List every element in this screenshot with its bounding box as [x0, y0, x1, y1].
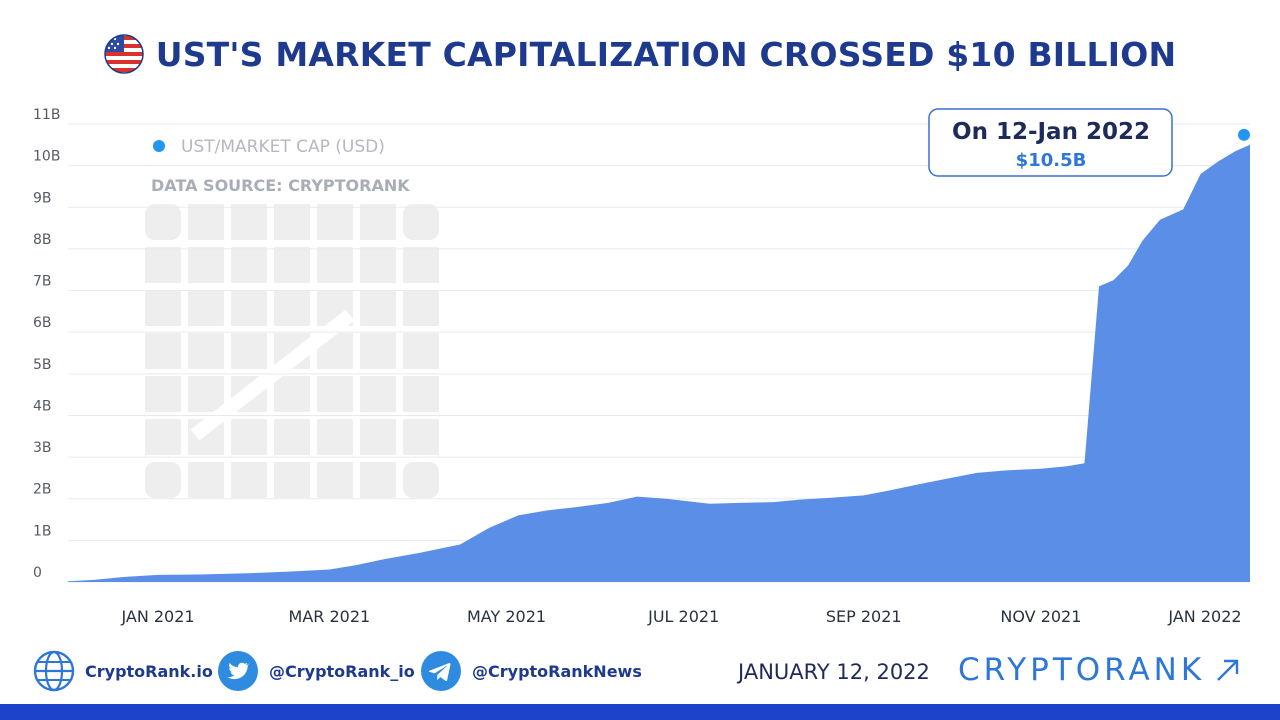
y-tick-label: 11B — [33, 107, 60, 123]
watermark-cell — [360, 462, 396, 498]
y-tick-label: 10B — [33, 149, 60, 165]
watermark-cell — [145, 376, 181, 412]
watermark-cell — [145, 247, 181, 283]
x-tick-label: JUL 2021 — [647, 607, 719, 626]
watermark-cell — [274, 376, 310, 412]
x-tick-label: SEP 2021 — [826, 607, 902, 626]
callout-title: On 12-Jan 2022 — [952, 119, 1150, 145]
watermark-cell — [317, 419, 353, 455]
watermark-cell — [360, 333, 396, 369]
watermark-cell — [145, 419, 181, 455]
watermark-cell — [403, 247, 439, 283]
telegram-icon — [421, 651, 461, 691]
y-tick-label: 4B — [33, 398, 52, 414]
publication-date: JANUARY 12, 2022 — [738, 660, 930, 684]
watermark-cell — [274, 419, 310, 455]
watermark-cell — [403, 376, 439, 412]
watermark-cell — [360, 419, 396, 455]
y-tick-label: 7B — [33, 274, 52, 290]
chart-title: UST'S MARKET CAPITALIZATION CROSSED $10 … — [155, 34, 1177, 74]
watermark-cell — [317, 204, 353, 240]
market-cap-area — [68, 144, 1250, 583]
watermark-cell — [317, 462, 353, 498]
brand-name: CRYPTORANK — [958, 652, 1206, 688]
watermark-cell — [231, 462, 267, 498]
y-axis-ticks: 0 1B 2B 3B 4B 5B 6B 7B 8B 9B 10B 11B — [33, 107, 60, 581]
watermark-cell — [231, 419, 267, 455]
watermark-cell — [360, 376, 396, 412]
x-tick-label: MAY 2021 — [467, 607, 546, 626]
x-tick-label: MAR 2021 — [289, 607, 371, 626]
x-tick-label: NOV 2021 — [1000, 607, 1081, 626]
watermark-cell — [403, 204, 439, 240]
watermark-cell — [231, 290, 267, 326]
us-flag-globe-icon — [103, 34, 144, 74]
y-tick-label: 0 — [33, 565, 42, 581]
data-source-note: DATA SOURCE: CRYPTORANK — [151, 176, 410, 195]
watermark-cell — [274, 204, 310, 240]
watermark-cell — [231, 247, 267, 283]
twitter-label: @CryptoRank_io — [269, 661, 415, 681]
watermark-cell — [274, 462, 310, 498]
watermark-cell — [403, 290, 439, 326]
telegram-link[interactable]: @CryptoRankNews — [420, 650, 642, 692]
watermark-cell — [317, 247, 353, 283]
watermark-cell — [145, 333, 181, 369]
twitter-link[interactable]: @CryptoRank_io — [217, 650, 415, 692]
website-link[interactable]: CryptoRank.io — [33, 650, 213, 692]
legend-marker — [153, 140, 165, 152]
watermark-cell — [403, 333, 439, 369]
chart-legend: UST/MARKET CAP (USD) — [153, 137, 385, 157]
y-tick-label: 1B — [33, 523, 52, 539]
watermark-cell — [360, 247, 396, 283]
watermark-cell — [274, 247, 310, 283]
x-tick-label: JAN 2022 — [1167, 607, 1241, 626]
market-cap-area-chart: 0 1B 2B 3B 4B 5B 6B 7B 8B 9B 10B 11B JAN 2021 MAR 20… — [33, 107, 1250, 626]
callout-box: On 12-Jan 2022 $10.5B — [928, 108, 1173, 177]
watermark-cell — [231, 333, 267, 369]
watermark-cell — [188, 333, 224, 369]
watermark-cell — [317, 376, 353, 412]
callout-value: $10.5B — [1016, 150, 1087, 171]
watermark-cell — [188, 204, 224, 240]
watermark-cell — [360, 290, 396, 326]
brand-logo: CRYPTORANK — [958, 652, 1241, 688]
y-tick-label: 5B — [33, 357, 52, 373]
watermark-cell — [145, 462, 181, 498]
watermark-cell — [188, 247, 224, 283]
y-tick-label: 8B — [33, 232, 52, 248]
x-tick-label: JAN 2021 — [120, 607, 194, 626]
latest-value-point[interactable] — [1238, 128, 1250, 141]
watermark-cell — [188, 462, 224, 498]
watermark-cell — [145, 204, 181, 240]
title-row: UST'S MARKET CAPITALIZATION CROSSED $10 … — [0, 30, 1280, 78]
globe-icon — [33, 650, 75, 692]
legend-label: UST/MARKET CAP (USD) — [181, 137, 385, 157]
watermark-cell — [145, 290, 181, 326]
y-tick-label: 6B — [33, 315, 52, 331]
twitter-icon — [218, 651, 258, 691]
telegram-label: @CryptoRankNews — [472, 661, 642, 681]
website-label: CryptoRank.io — [85, 661, 213, 681]
watermark-cell — [188, 290, 224, 326]
watermark-cell — [274, 290, 310, 326]
y-tick-label: 3B — [33, 440, 52, 456]
watermark-cell — [188, 376, 224, 412]
watermark-cell — [360, 204, 396, 240]
y-tick-label: 9B — [33, 190, 52, 206]
cryptorank-watermark — [145, 204, 439, 498]
watermark-cell — [231, 204, 267, 240]
y-tick-label: 2B — [33, 482, 52, 498]
bottom-bar — [0, 704, 1280, 720]
arrow-up-right-icon — [1217, 659, 1239, 681]
watermark-cell — [403, 462, 439, 498]
watermark-cell — [403, 419, 439, 455]
x-axis-ticks: JAN 2021 MAR 2021 MAY 2021 JUL 2021 SEP 2021… — [120, 607, 1241, 626]
